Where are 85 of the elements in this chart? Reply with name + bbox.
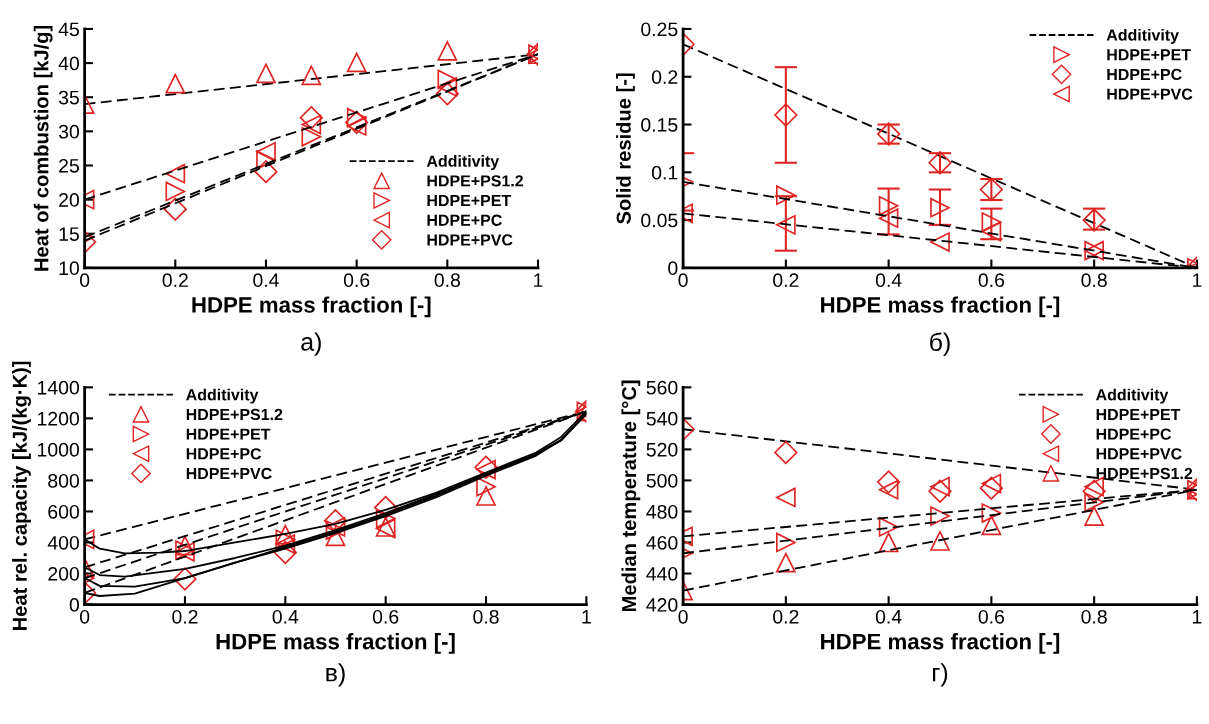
x-tick-label: 0.6: [978, 609, 1005, 624]
y-tick-label: 400: [47, 535, 80, 550]
y-tick-label: 25: [59, 158, 79, 173]
x-tick-label: 0.2: [773, 273, 799, 288]
x-tick-label: 0.6: [372, 609, 399, 624]
legend-label: HDPE+PC: [186, 448, 262, 460]
x-tick-label: 0: [678, 273, 688, 288]
legend-label: Additivity: [1106, 29, 1179, 44]
legend-label: HDPE+PS1.2: [1096, 467, 1193, 480]
y-tick-label: 420: [646, 598, 678, 612]
x-tick-label: 0: [79, 273, 90, 288]
x-tick-label: 0.8: [473, 609, 499, 624]
y-tick-label: 1400: [38, 380, 80, 395]
x-tick-label: 1: [582, 610, 591, 624]
x-tick-label: 0.8: [1081, 273, 1107, 288]
legend-label: HDPE+PVC: [1107, 88, 1193, 100]
x-tick-label: 0.2: [172, 609, 198, 624]
y-tick-label: 540: [646, 411, 678, 426]
y-tick-label: 40: [58, 56, 80, 71]
legend-label: HDPE+PET: [1096, 408, 1181, 420]
legend-label: HDPE+PET: [186, 428, 271, 440]
y-tick-label: 20: [59, 193, 80, 207]
y-tick-label: 440: [646, 566, 678, 581]
y-tick-label: 0: [668, 261, 678, 276]
legend-label: HDPE+PVC: [427, 234, 513, 246]
text: г): [933, 663, 948, 687]
legend-label: HDPE+PET: [427, 195, 512, 207]
y-tick-label: 200: [48, 566, 80, 581]
legend-label: HDPE+PET: [1107, 49, 1191, 61]
y-tick-label: 45: [58, 22, 79, 37]
x-tick-label: 0.4: [272, 609, 299, 624]
text: в): [326, 663, 345, 687]
y-tick-label: 0.15: [641, 118, 678, 132]
legend-label: HDPE+PC: [1107, 68, 1182, 81]
x-tick-label: 0: [678, 609, 688, 624]
legend-label: HDPE+PVC: [1096, 448, 1182, 460]
y-axis-title: Median temperature [°C]: [621, 380, 641, 612]
x-tick-label: 0.4: [875, 609, 902, 624]
legend-label: HDPE+PC: [427, 214, 502, 226]
y-tick-label: 0.2: [651, 70, 678, 84]
y-axis-title: Solid residue [-]: [616, 73, 635, 224]
y-tick-label: 1200: [38, 411, 80, 426]
legend-label: HDPE+PC: [1096, 428, 1172, 440]
y-tick-label: 15: [59, 227, 79, 241]
y-tick-label: 460: [646, 535, 678, 550]
y-axis-title: Heat rel. capacity [kJ/(kg·K)]: [12, 361, 31, 630]
x-axis-title: HDPE mass fraction [-]: [192, 296, 431, 318]
y-tick-label: 500: [646, 473, 678, 488]
y-tick-label: 600: [48, 504, 80, 519]
y-tick-label: 0.25: [641, 22, 678, 37]
y-tick-label: 800: [48, 473, 80, 488]
legend-label: HDPE+PS1.2: [186, 408, 283, 421]
x-axis-title: HDPE mass fraction [-]: [821, 296, 1060, 318]
x-tick-label: 0.8: [434, 273, 460, 288]
x-tick-label: 0.4: [875, 273, 902, 288]
x-tick-label: 0.6: [978, 273, 1005, 288]
x-tick-label: 1: [1192, 610, 1202, 624]
y-tick-label: 35: [58, 90, 79, 105]
legend-label: Additivity: [186, 388, 259, 404]
y-axis-title: Heat of combustion [kJ/g]: [33, 25, 53, 271]
legend-label: HDPE+PVC: [186, 467, 272, 480]
x-tick-label: 0.8: [1081, 609, 1107, 624]
y-tick-label: 560: [646, 380, 678, 395]
x-tick-label: 0.2: [773, 609, 799, 624]
y-tick-label: 10: [59, 261, 80, 276]
x-tick-label: 0.2: [162, 273, 188, 288]
y-tick-label: 520: [646, 442, 678, 457]
x-tick-label: 1: [1192, 273, 1202, 287]
y-tick-label: 0: [69, 598, 80, 612]
x-tick-label: 0.6: [343, 273, 370, 288]
legend-label: Additivity: [426, 155, 500, 170]
x-tick-label: 0: [79, 609, 90, 624]
legend-label: HDPE+PS1.2: [427, 175, 523, 187]
y-tick-label: 0.05: [641, 213, 678, 228]
text: а): [301, 332, 321, 356]
y-tick-label: 30: [58, 124, 80, 139]
y-tick-label: 1000: [38, 442, 80, 457]
text: б): [930, 332, 950, 356]
legend-label: Additivity: [1095, 388, 1169, 404]
x-axis-title: HDPE mass fraction [-]: [216, 633, 455, 654]
x-axis-title: HDPE mass fraction [-]: [821, 633, 1060, 654]
y-tick-label: 480: [646, 504, 678, 519]
y-tick-label: 0.1: [651, 165, 678, 180]
x-tick-label: 0.4: [253, 273, 279, 288]
x-tick-label: 1: [534, 273, 543, 287]
